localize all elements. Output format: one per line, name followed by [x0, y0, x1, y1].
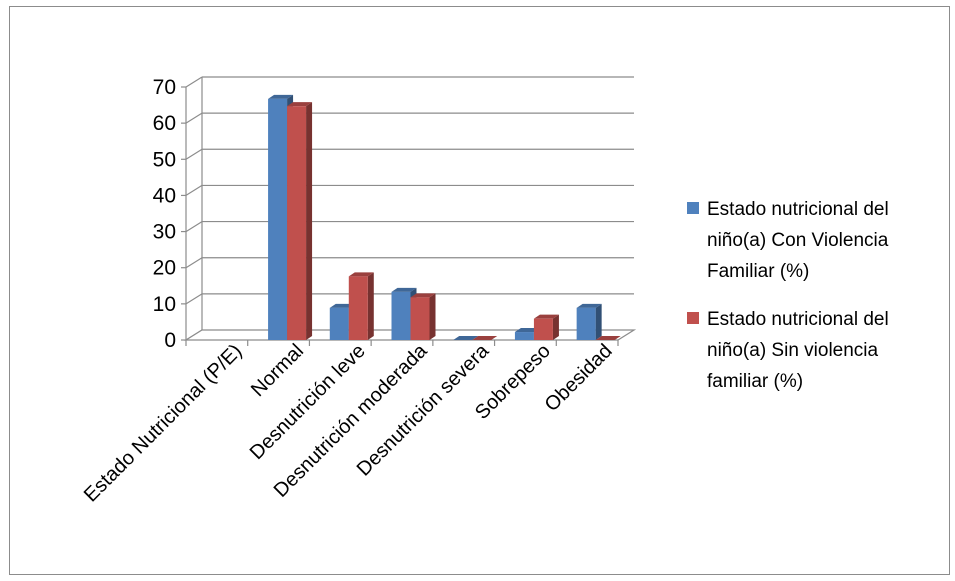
bars: [268, 94, 621, 341]
legend-swatch: [687, 202, 699, 214]
legend-label: Estado nutricional del: [707, 199, 889, 220]
chart-frame: [9, 6, 950, 575]
y-tick-label: 20: [153, 257, 176, 280]
bar: [472, 336, 498, 341]
bar: [453, 336, 479, 341]
gridline-side: [185, 112, 203, 124]
y-tick-label: 70: [153, 76, 176, 99]
legend: Estado nutricional del niño(a) Con Violen…: [687, 199, 889, 392]
legend-label: niño(a) Sin violencia: [707, 340, 879, 361]
x-category-label: Obesidad: [541, 340, 617, 416]
bar: [287, 102, 313, 340]
x-category-label: Estado Nutricional (P/E): [80, 340, 246, 506]
gridline-side: [185, 221, 203, 233]
bar: [410, 293, 436, 340]
x-category-label: Normal: [247, 340, 308, 401]
y-tick-label: 40: [153, 184, 176, 207]
legend-entry: Estado nutricional del niño(a) Con Violen…: [687, 199, 889, 282]
legend-label: Estado nutricional del: [707, 309, 889, 330]
bar: [595, 336, 621, 341]
legend-swatch: [687, 312, 699, 324]
y-tick-label: 10: [153, 293, 176, 316]
legend-label: niño(a) Con Violencia: [707, 230, 889, 251]
bar: [576, 303, 602, 340]
legend-label: Familiar (%): [707, 261, 809, 282]
gridline-side: [185, 184, 203, 196]
bar: [533, 314, 559, 340]
legend-label: familiar (%): [707, 371, 803, 392]
x-axis-labels: Estado Nutricional (P/E) NormalDesnutrici…: [80, 339, 617, 506]
bar: [348, 272, 374, 340]
x-category-label: Desnutrición leve: [246, 340, 370, 464]
y-axis-ticks: 0 10 20 30 40 50 60 70: [153, 76, 186, 352]
gridline-side: [185, 76, 203, 88]
gridline-side: [185, 293, 203, 305]
gridline-side: [185, 257, 203, 269]
gridline-side: [185, 148, 203, 160]
legend-entry: Estado nutricional del niño(a) Sin violen…: [687, 309, 889, 392]
y-tick-label: 0: [164, 329, 176, 352]
y-tick-label: 30: [153, 221, 176, 244]
y-tick-label: 60: [153, 112, 176, 135]
y-tick-label: 50: [153, 148, 176, 171]
